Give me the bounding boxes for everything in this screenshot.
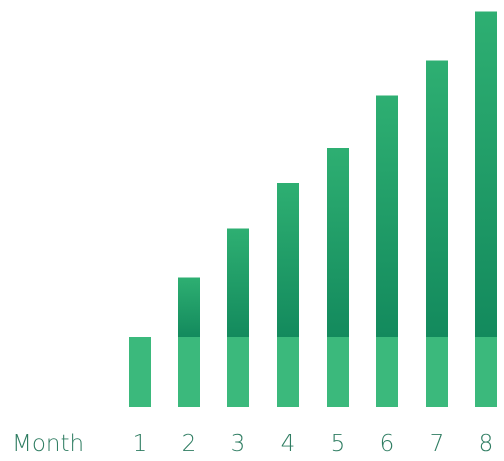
x-axis-label: Month [12,431,85,457]
tick-label-2: 2 [181,431,197,457]
bar-top-month-8 [475,11,497,337]
bar-base-month-2 [178,337,200,407]
bars-group [129,11,497,407]
bar-top-month-7 [426,60,448,337]
tick-label-1: 1 [132,431,148,457]
tick-label-8: 8 [478,431,494,457]
bar-base-month-5 [327,337,349,407]
bar-base-month-6 [376,337,398,407]
tick-label-4: 4 [280,431,296,457]
bar-top-month-5 [327,148,349,337]
bar-base-month-8 [475,337,497,407]
bar-top-month-4 [277,183,299,337]
tick-label-3: 3 [230,431,246,457]
bar-base-month-4 [277,337,299,407]
tick-label-7: 7 [429,431,445,457]
bar-base-month-3 [227,337,249,407]
bar-base-month-7 [426,337,448,407]
bar-top-month-6 [376,95,398,337]
bar-base-month-1 [129,337,151,407]
tick-label-5: 5 [330,431,346,457]
bar-top-month-2 [178,277,200,337]
tick-label-6: 6 [379,431,395,457]
bar-top-month-3 [227,228,249,337]
